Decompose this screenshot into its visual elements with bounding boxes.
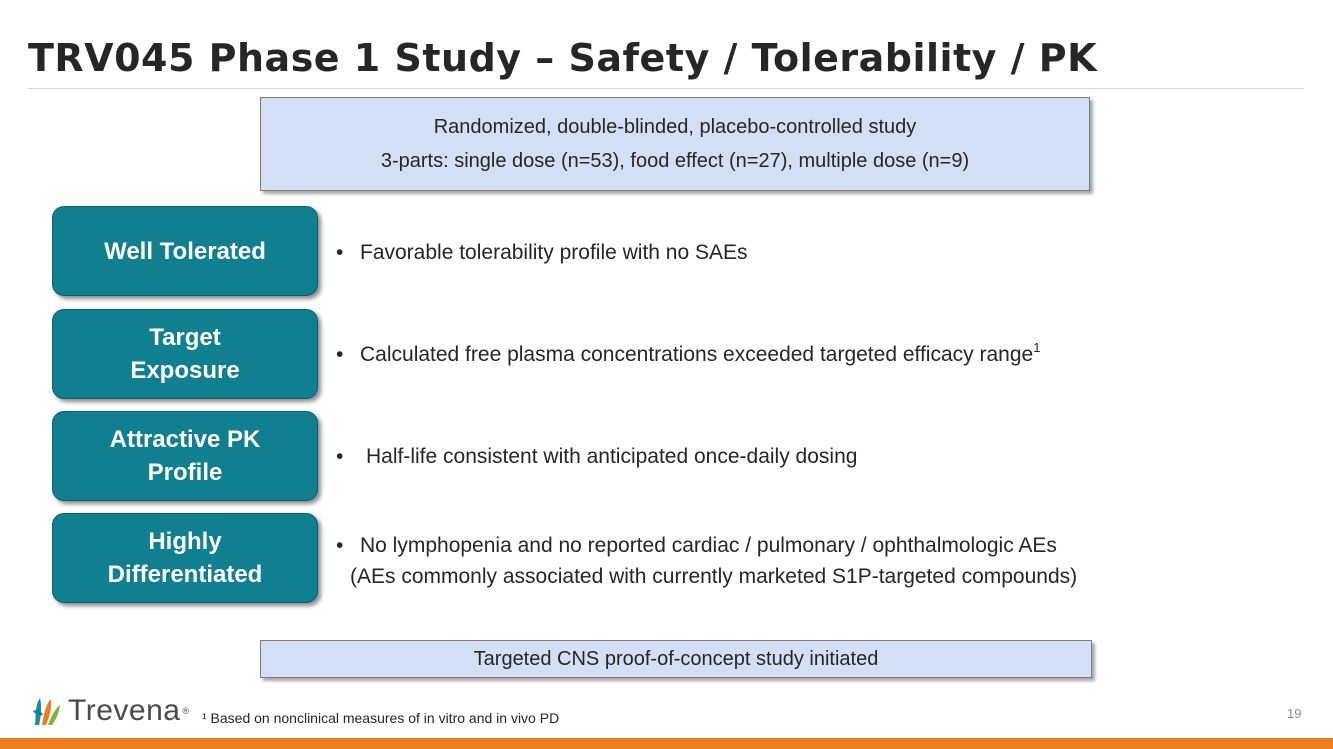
conclusion-text: Targeted CNS proof-of-concept study init… xyxy=(473,647,879,670)
well-tolerated-bullet: • Favorable tolerability profile with no … xyxy=(336,237,748,268)
study-design-line-1: Randomized, double-blinded, placebo-cont… xyxy=(433,116,917,138)
registered-mark: ® xyxy=(182,706,190,716)
study-design-line-2: 3-parts: single dose (n=53), food effect… xyxy=(380,150,970,172)
highly-differentiated-bullet: • No lymphopenia and no reported cardiac … xyxy=(336,530,1077,592)
bullet-dot: • xyxy=(336,241,344,264)
conclusion-box: Targeted CNS proof-of-concept study init… xyxy=(260,640,1092,678)
well-tolerated-label: Well Tolerated xyxy=(52,206,318,296)
trevena-logo: Trevena ® xyxy=(32,694,189,728)
bullet-dot: • xyxy=(336,445,344,468)
title-divider xyxy=(28,88,1304,89)
study-design-box: Randomized, double-blinded, placebo-cont… xyxy=(260,97,1090,191)
highly-differentiated-label: Highly Differentiated xyxy=(52,513,318,603)
footnote: ¹ Based on nonclinical measures of in vi… xyxy=(202,710,560,726)
attractive-pk-profile-label: Attractive PK Profile xyxy=(52,411,318,501)
bullet-dot: • xyxy=(336,534,344,557)
target-exposure-label: Target Exposure xyxy=(52,309,318,399)
page-number: 19 xyxy=(1287,706,1302,721)
trevena-wordmark: Trevena xyxy=(68,694,181,727)
attractive-pk-profile-bullet: • Half-life consistent with anticipated o… xyxy=(336,441,857,472)
bullet-continuation: (AEs commonly associated with currently … xyxy=(350,565,1078,588)
bottom-accent-bar xyxy=(0,738,1333,749)
footnote-marker: 1 xyxy=(1033,340,1041,355)
page-title: TRV045 Phase 1 Study – Safety / Tolerabi… xyxy=(28,36,1098,80)
bullet-dot: • xyxy=(336,343,344,366)
trevena-leaf-logo-icon xyxy=(33,698,60,725)
target-exposure-bullet: • Calculated free plasma concentrations e… xyxy=(336,339,1040,370)
